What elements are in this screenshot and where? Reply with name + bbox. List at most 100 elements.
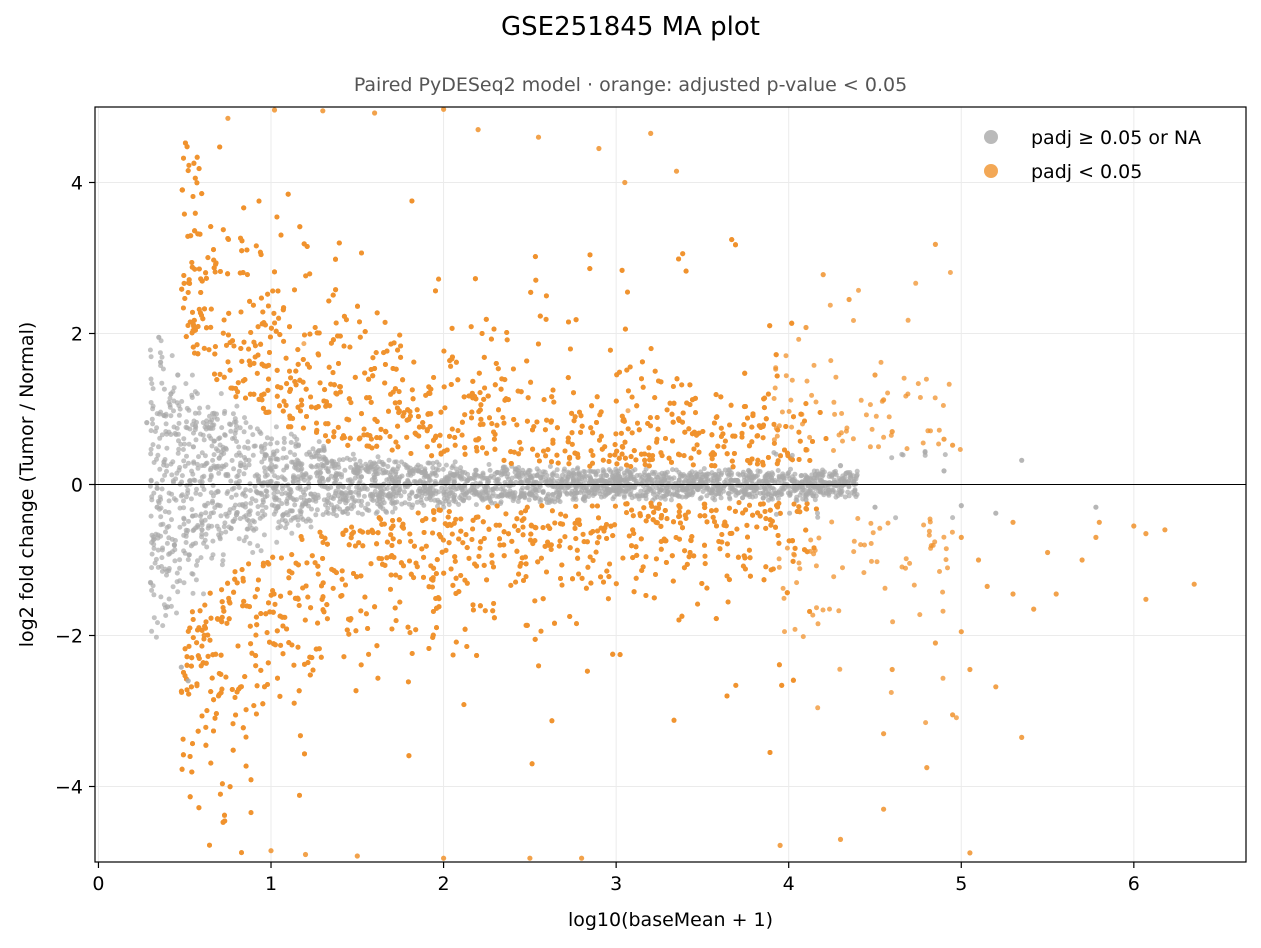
cloud-point bbox=[701, 466, 707, 472]
cloud-point bbox=[492, 471, 498, 477]
cloud-point bbox=[435, 497, 441, 503]
cloud-point bbox=[160, 623, 166, 629]
cloud-point bbox=[292, 502, 298, 508]
cloud-point bbox=[194, 486, 199, 492]
cloud-point bbox=[187, 426, 193, 432]
cloud-point bbox=[459, 496, 465, 502]
cloud-point bbox=[174, 570, 180, 576]
cloud-point bbox=[361, 493, 367, 499]
cloud-point bbox=[508, 479, 514, 485]
cloud-point bbox=[274, 539, 280, 545]
cloud-point bbox=[390, 509, 396, 515]
cloud-point bbox=[378, 489, 384, 495]
cloud-point bbox=[343, 492, 348, 498]
cloud-point bbox=[310, 446, 316, 452]
cloud-point bbox=[345, 477, 351, 483]
cloud-point bbox=[183, 381, 189, 387]
cloud-point bbox=[199, 522, 205, 528]
cloud-point bbox=[159, 555, 165, 561]
cloud-point bbox=[192, 478, 198, 483]
cloud-point bbox=[203, 531, 209, 537]
cloud-point bbox=[453, 499, 459, 505]
cloud-point bbox=[854, 468, 860, 474]
cloud-point bbox=[374, 509, 380, 515]
cloud-point bbox=[813, 471, 819, 477]
cloud-point bbox=[246, 462, 252, 468]
cloud-point bbox=[148, 354, 154, 360]
cloud-point bbox=[289, 508, 295, 514]
cloud-point bbox=[179, 473, 185, 479]
cloud-point bbox=[303, 472, 309, 478]
cloud-point bbox=[211, 438, 217, 444]
cloud-point bbox=[496, 476, 501, 482]
cloud-point bbox=[833, 494, 839, 500]
cloud-point bbox=[179, 492, 185, 498]
cloud-point bbox=[554, 473, 560, 479]
cloud-point bbox=[196, 454, 201, 460]
cloud-point bbox=[247, 424, 253, 430]
cloud-point bbox=[198, 555, 204, 561]
cloud-point bbox=[273, 485, 279, 491]
cloud-point bbox=[792, 471, 798, 477]
cloud-point bbox=[177, 565, 183, 571]
cloud-point bbox=[321, 445, 327, 451]
cloud-point bbox=[252, 483, 258, 489]
cloud-point bbox=[207, 514, 212, 520]
cloud-point bbox=[181, 521, 187, 527]
cloud-point bbox=[245, 439, 251, 445]
cloud-point bbox=[570, 496, 576, 502]
cloud-point bbox=[219, 562, 225, 568]
cloud-point bbox=[172, 430, 178, 436]
cloud-point bbox=[557, 492, 562, 498]
cloud-point bbox=[194, 562, 199, 568]
cloud-point bbox=[181, 458, 187, 464]
cloud-point bbox=[337, 457, 342, 463]
cloud-point bbox=[518, 487, 524, 493]
cloud-point bbox=[729, 470, 735, 476]
cloud-point bbox=[203, 510, 209, 516]
cloud-point bbox=[323, 465, 329, 471]
cloud-point bbox=[331, 480, 337, 486]
cloud-point bbox=[552, 499, 558, 505]
cloud-point bbox=[181, 580, 187, 586]
cloud-point bbox=[149, 497, 155, 503]
cloud-point bbox=[288, 517, 294, 523]
cloud-point bbox=[179, 399, 185, 404]
cloud-point bbox=[384, 509, 390, 515]
cloud-point bbox=[228, 478, 234, 484]
cloud-point bbox=[228, 525, 234, 531]
cloud-point bbox=[446, 502, 452, 508]
cloud-point bbox=[414, 493, 420, 499]
cloud-point bbox=[172, 547, 178, 553]
cloud-point bbox=[557, 499, 563, 505]
cloud-point bbox=[502, 464, 508, 470]
cloud-point bbox=[526, 497, 532, 503]
cloud-point bbox=[621, 470, 627, 476]
cloud-point bbox=[155, 532, 161, 538]
cloud-point bbox=[854, 472, 860, 478]
cloud-point bbox=[758, 490, 763, 496]
cloud-point bbox=[157, 494, 163, 500]
cloud-point bbox=[171, 398, 177, 404]
cloud-point bbox=[449, 465, 455, 471]
cloud-point bbox=[381, 461, 387, 467]
cloud-point bbox=[496, 481, 502, 487]
cloud-point bbox=[394, 490, 400, 496]
cloud-point bbox=[383, 469, 389, 475]
cloud-point bbox=[755, 468, 761, 474]
cloud-point bbox=[451, 484, 457, 490]
cloud-point bbox=[430, 460, 436, 466]
cloud-point bbox=[190, 571, 196, 577]
cloud-point bbox=[148, 428, 154, 434]
cloud-point bbox=[156, 444, 161, 450]
cloud-point bbox=[215, 463, 221, 469]
cloud-point bbox=[242, 493, 248, 499]
cloud-point bbox=[733, 489, 739, 495]
cloud-point bbox=[644, 477, 650, 483]
cloud-point bbox=[512, 493, 518, 499]
cloud-point bbox=[205, 500, 211, 506]
cloud-point bbox=[210, 457, 216, 463]
cloud-point bbox=[245, 445, 251, 451]
cloud-point bbox=[177, 524, 183, 530]
cloud-point bbox=[290, 496, 296, 502]
